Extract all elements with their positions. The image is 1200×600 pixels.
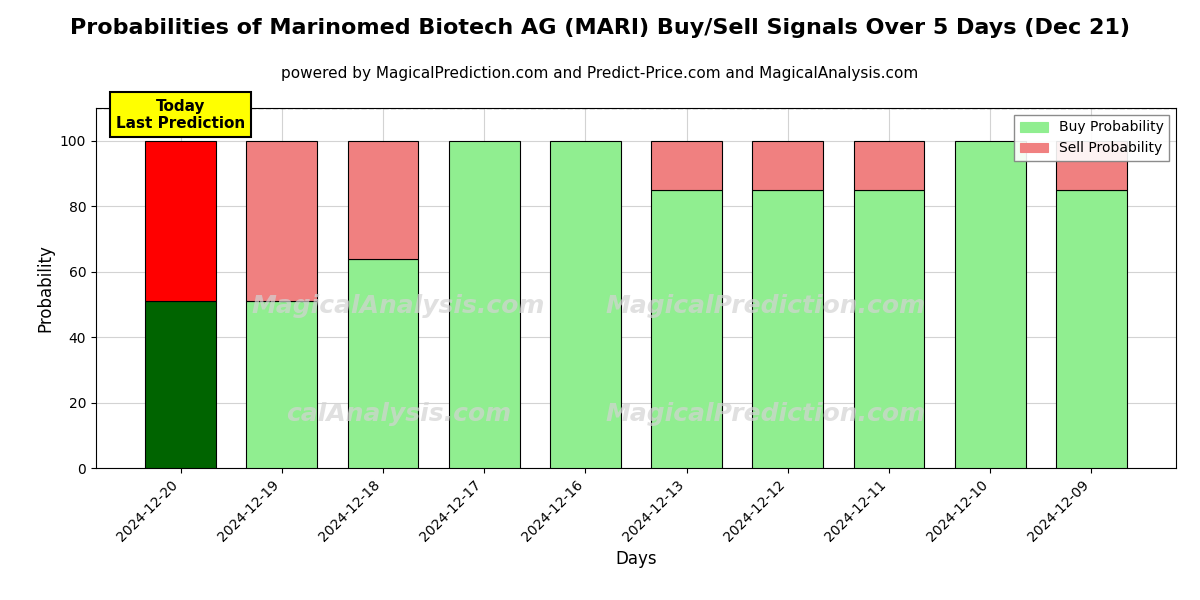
Bar [449, 141, 520, 468]
Bar [652, 190, 722, 468]
Bar [1056, 141, 1127, 190]
Legend: Buy Probability, Sell Probability: Buy Probability, Sell Probability [1014, 115, 1169, 161]
Text: MagicalPrediction.com: MagicalPrediction.com [606, 402, 925, 426]
Text: Probabilities of Marinomed Biotech AG (MARI) Buy/Sell Signals Over 5 Days (Dec 2: Probabilities of Marinomed Biotech AG (M… [70, 18, 1130, 38]
Bar [550, 141, 620, 468]
Bar [652, 141, 722, 190]
Bar [246, 141, 317, 301]
Text: Today
Last Prediction: Today Last Prediction [116, 98, 245, 131]
Y-axis label: Probability: Probability [36, 244, 54, 332]
Bar [752, 190, 823, 468]
Bar [1056, 190, 1127, 468]
Bar [145, 301, 216, 468]
Text: powered by MagicalPrediction.com and Predict-Price.com and MagicalAnalysis.com: powered by MagicalPrediction.com and Pre… [281, 66, 919, 81]
Bar [348, 259, 419, 468]
Text: calAnalysis.com: calAnalysis.com [286, 402, 511, 426]
Bar [348, 141, 419, 259]
Bar [752, 141, 823, 190]
Bar [955, 141, 1026, 468]
Text: MagicalPrediction.com: MagicalPrediction.com [606, 294, 925, 318]
X-axis label: Days: Days [616, 550, 656, 568]
Bar [853, 190, 924, 468]
Bar [145, 141, 216, 301]
Text: MagicalAnalysis.com: MagicalAnalysis.com [252, 294, 545, 318]
Bar [246, 301, 317, 468]
Bar [853, 141, 924, 190]
